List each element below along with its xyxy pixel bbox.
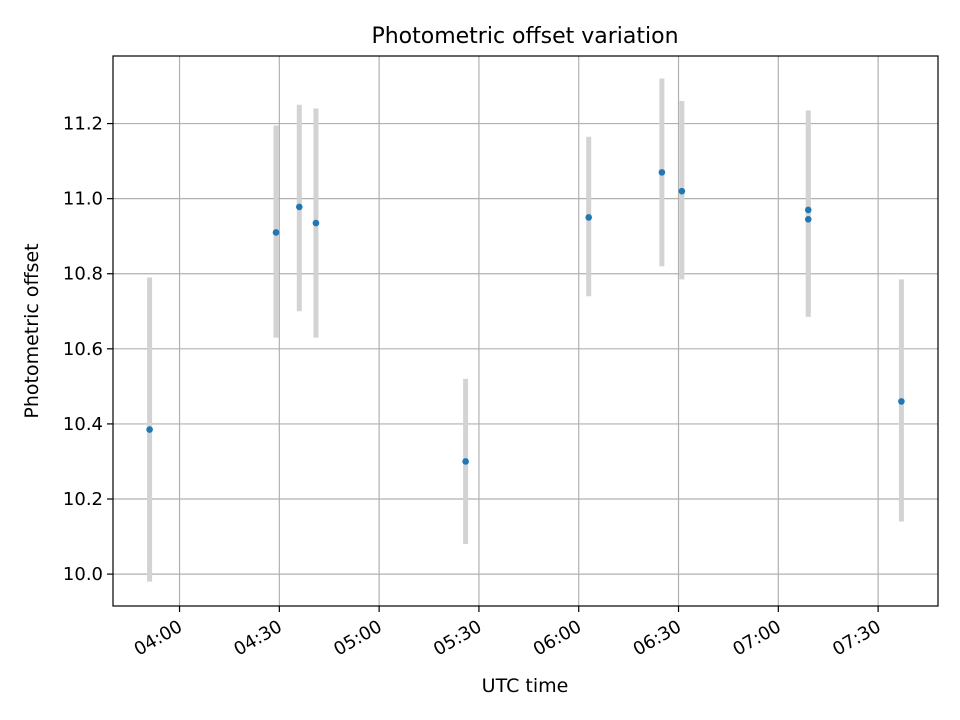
data-point — [272, 229, 280, 236]
data-point — [898, 398, 905, 405]
x-axis-label: UTC time — [482, 675, 569, 697]
plot-frame — [112, 55, 939, 607]
data-point — [678, 187, 686, 195]
data-point — [462, 458, 469, 465]
data-point — [804, 216, 812, 223]
y-axis-label: Photometric offset — [21, 243, 43, 418]
y-axis-ticks: 10.0 10.2 10.4 10.6 10.8 11.0 11.2 — [63, 114, 113, 585]
y-tick-label: 11.0 — [63, 189, 103, 210]
y-tick-label: 10.8 — [63, 264, 103, 285]
data-point — [658, 169, 666, 176]
data-point — [312, 219, 320, 227]
data-point — [804, 206, 812, 214]
y-tick-label: 10.4 — [63, 414, 103, 435]
grid — [113, 56, 938, 606]
data-points — [146, 169, 905, 465]
y-tick-label: 11.2 — [63, 114, 103, 135]
y-tick-label: 10.0 — [63, 564, 103, 585]
data-point — [146, 426, 153, 433]
y-tick-label: 10.6 — [63, 339, 103, 360]
y-tick-label: 10.2 — [63, 489, 103, 510]
data-point — [585, 214, 593, 221]
data-point — [295, 203, 303, 211]
chart-title: Photometric offset variation — [371, 24, 678, 49]
